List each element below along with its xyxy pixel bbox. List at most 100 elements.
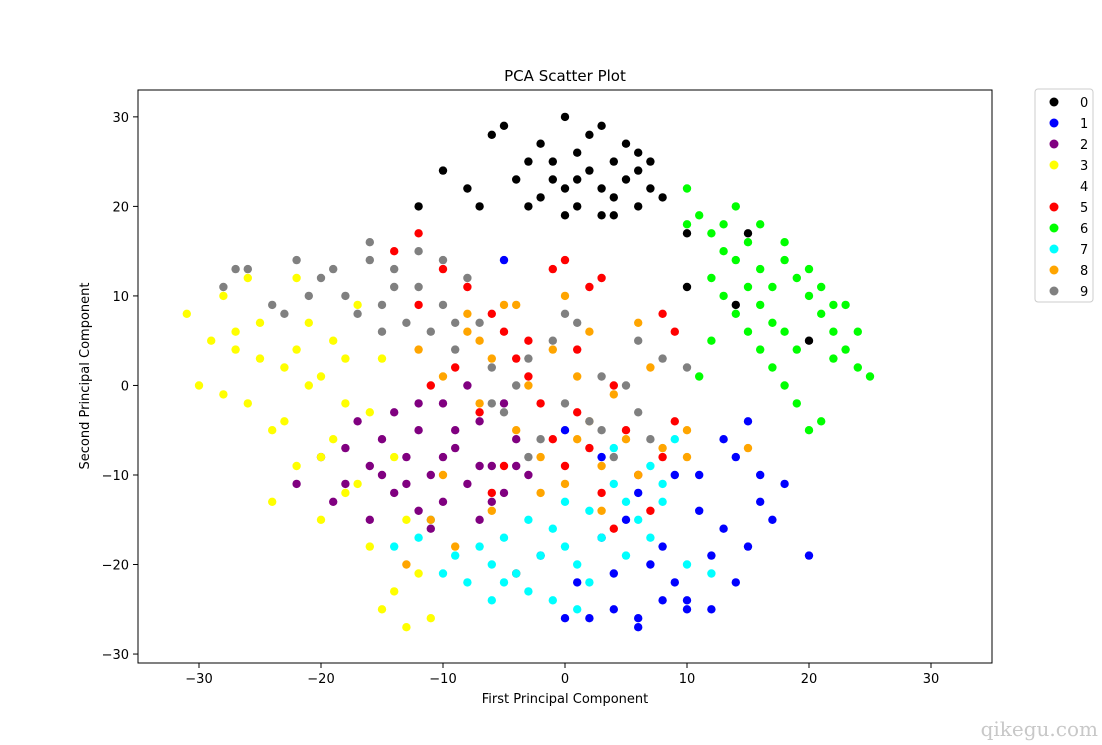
point-class-1	[768, 515, 777, 524]
point-class-8	[475, 336, 484, 345]
point-class-3	[329, 435, 338, 444]
point-class-8	[634, 318, 643, 327]
point-class-0	[621, 175, 631, 184]
point-class-6	[817, 417, 826, 426]
point-class-8	[475, 399, 484, 408]
point-class-6	[829, 354, 838, 363]
point-class-1	[560, 614, 570, 623]
point-class-6	[731, 255, 740, 265]
point-class-9	[585, 417, 594, 426]
x-axis-label: First Principal Component	[482, 692, 649, 707]
point-class-3	[316, 452, 326, 462]
point-class-0	[463, 184, 472, 193]
point-class-9	[353, 309, 362, 318]
point-class-1	[499, 255, 509, 265]
point-class-1	[719, 435, 728, 444]
point-class-2	[524, 470, 533, 480]
point-class-0	[743, 229, 753, 238]
point-class-8	[597, 506, 606, 515]
point-class-5	[524, 336, 533, 345]
point-class-6	[865, 372, 875, 381]
point-class-5	[658, 452, 667, 462]
point-class-3	[207, 336, 216, 345]
point-class-9	[231, 264, 240, 274]
point-class-6	[743, 238, 753, 247]
point-class-0	[609, 157, 618, 166]
point-class-0	[585, 166, 594, 175]
point-class-6	[780, 381, 789, 390]
y-tick-label: 20	[112, 200, 129, 215]
point-class-0	[804, 336, 814, 345]
point-class-1	[634, 488, 643, 498]
point-class-5	[475, 408, 484, 417]
legend-label-4: 4	[1080, 180, 1088, 195]
legend-marker-9	[1049, 286, 1059, 296]
point-class-2	[414, 426, 423, 435]
point-class-9	[621, 381, 631, 390]
point-class-8	[414, 345, 423, 354]
point-class-3	[316, 372, 326, 381]
point-class-6	[792, 273, 801, 283]
point-class-3	[182, 309, 191, 318]
point-class-3	[292, 461, 301, 471]
point-class-8	[560, 291, 570, 301]
point-class-6	[829, 300, 838, 310]
point-class-0	[512, 175, 521, 184]
point-class-1	[780, 479, 789, 489]
legend-marker-6	[1049, 223, 1059, 233]
point-class-6	[829, 327, 838, 336]
point-class-1	[609, 569, 618, 578]
point-class-6	[780, 238, 789, 247]
x-tick-label: 10	[679, 672, 696, 687]
point-class-3	[304, 318, 313, 327]
point-class-5	[585, 282, 594, 292]
point-class-8	[573, 435, 582, 444]
point-class-1	[719, 524, 728, 533]
point-class-3	[341, 399, 350, 408]
point-class-1	[670, 470, 679, 480]
point-class-6	[707, 229, 716, 238]
point-class-1	[658, 542, 667, 551]
point-class-8	[634, 470, 643, 480]
point-class-3	[219, 291, 228, 301]
x-tick-label: −10	[429, 672, 456, 687]
point-class-9	[463, 273, 472, 283]
point-class-0	[597, 184, 606, 193]
point-class-2	[365, 461, 374, 471]
point-class-0	[731, 300, 740, 310]
point-class-1	[743, 542, 753, 551]
point-class-6	[756, 264, 765, 274]
point-class-6	[768, 318, 777, 327]
point-class-1	[670, 578, 679, 587]
point-class-3	[402, 515, 411, 524]
point-class-3	[292, 345, 301, 354]
point-class-8	[487, 354, 496, 363]
point-class-0	[499, 121, 509, 130]
point-class-7	[609, 479, 618, 489]
point-class-7	[597, 533, 606, 542]
point-class-1	[658, 596, 667, 605]
point-class-9	[329, 264, 338, 274]
point-class-6	[731, 202, 740, 211]
point-class-0	[487, 130, 496, 139]
point-class-6	[719, 291, 728, 301]
point-class-6	[817, 282, 826, 292]
point-class-9	[268, 300, 277, 310]
point-class-3	[243, 273, 252, 283]
point-class-7	[390, 542, 399, 551]
point-class-2	[292, 479, 301, 489]
legend-marker-3	[1049, 160, 1059, 170]
point-class-0	[536, 193, 545, 202]
point-class-7	[573, 605, 582, 614]
point-class-5	[597, 488, 606, 498]
point-class-3	[219, 390, 228, 399]
point-class-1	[597, 452, 606, 462]
legend-marker-4	[1049, 181, 1059, 191]
point-class-9	[365, 238, 374, 247]
point-class-3	[292, 273, 301, 283]
point-class-8	[487, 506, 496, 515]
point-class-9	[377, 327, 387, 336]
point-class-0	[573, 148, 582, 157]
x-tick-label: −20	[307, 672, 334, 687]
point-class-1	[707, 551, 716, 560]
